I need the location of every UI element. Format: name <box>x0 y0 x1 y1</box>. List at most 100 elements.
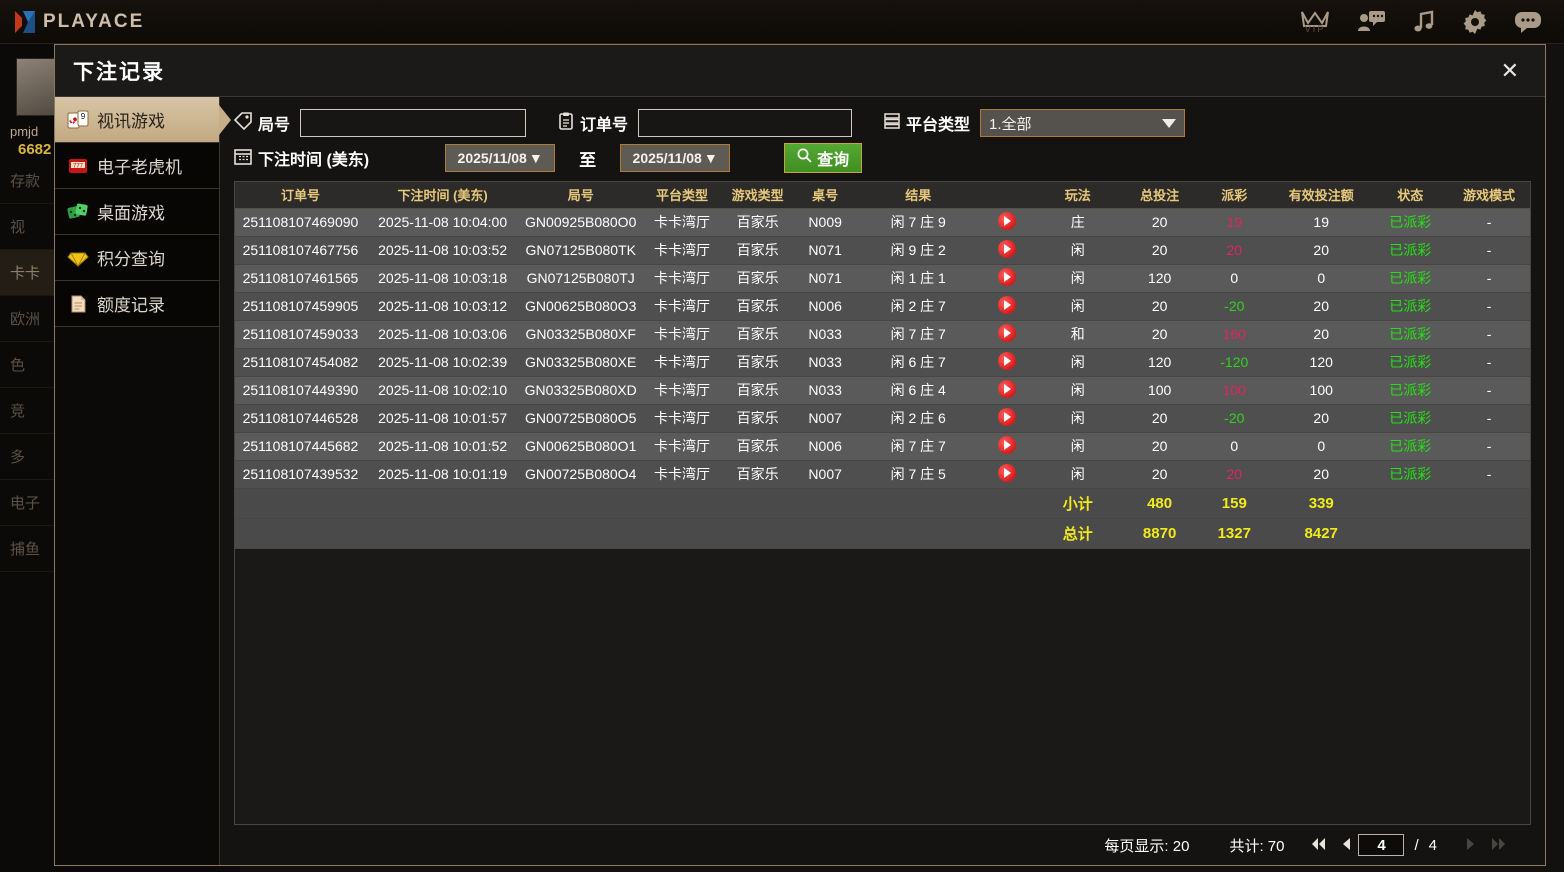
col-game-mode[interactable]: 游戏模式 <box>1448 182 1530 209</box>
game-type-cell: 百家乐 <box>721 264 794 293</box>
col-result[interactable]: 结果 <box>856 182 980 209</box>
prev-page-icon[interactable] <box>1334 837 1358 854</box>
col-payout[interactable]: 派彩 <box>1198 182 1271 209</box>
current-page-input[interactable] <box>1358 834 1405 856</box>
top-bar: PLAYACE VIP <box>0 0 1564 44</box>
result-cell: 闲 7 庄 5 <box>856 460 980 489</box>
date-range-separator: 至 <box>579 150 597 170</box>
table-number-cell: N006 <box>793 292 857 321</box>
table-row[interactable]: 251108107454082 2025-11-08 10:02:39 GN0332… <box>235 348 1530 377</box>
payout-cell: 20 <box>1198 236 1271 265</box>
sidebar-item-points-query[interactable]: 积分查询 <box>55 235 219 281</box>
table-number-cell: N071 <box>793 264 857 293</box>
message-icon[interactable] <box>1514 11 1542 33</box>
sidebar-item-slots[interactable]: 777 电子老虎机 <box>55 143 219 189</box>
table-row[interactable]: 251108107445682 2025-11-08 10:01:52 GN0062… <box>235 432 1530 461</box>
play-replay-icon[interactable] <box>998 295 1017 314</box>
round-number-cell: GN07125B080TK <box>519 236 643 265</box>
date-from-picker[interactable]: 2025/11/08 ▼ <box>445 144 556 172</box>
close-icon[interactable]: ✕ <box>1500 57 1519 83</box>
replay-cell[interactable] <box>979 320 1035 349</box>
replay-cell[interactable] <box>979 376 1035 405</box>
order-number-cell: 251108107461565 <box>235 264 366 293</box>
replay-cell[interactable] <box>979 292 1035 321</box>
table-row[interactable]: 251108107439532 2025-11-08 10:01:19 GN0072… <box>235 460 1530 489</box>
order-number-cell: 251108107445682 <box>235 432 366 461</box>
background-item-label: 欧洲 <box>10 311 41 328</box>
table-row[interactable]: 251108107469090 2025-11-08 10:04:00 GN0092… <box>235 208 1530 237</box>
col-table-number[interactable]: 桌号 <box>793 182 857 209</box>
replay-cell[interactable] <box>979 432 1035 461</box>
play-replay-icon[interactable] <box>998 323 1017 342</box>
replay-cell[interactable] <box>979 236 1035 265</box>
page-title: 下注记录 <box>73 60 165 84</box>
platform-type-select[interactable]: 1.全部 <box>980 109 1186 137</box>
replay-cell[interactable] <box>979 348 1035 377</box>
col-platform-type[interactable]: 平台类型 <box>642 182 722 209</box>
table-number-cell: N033 <box>793 320 857 349</box>
col-total-bet[interactable]: 总投注 <box>1120 182 1199 209</box>
bet-time-cell: 2025-11-08 10:02:39 <box>365 348 520 377</box>
col-status[interactable]: 状态 <box>1372 182 1449 209</box>
payout-cell: 19 <box>1198 208 1271 237</box>
col-play-type[interactable]: 玩法 <box>1034 182 1121 209</box>
table-row[interactable]: 251108107459033 2025-11-08 10:03:06 GN0332… <box>235 320 1530 349</box>
gear-icon[interactable] <box>1462 9 1488 35</box>
table-number-cell: N007 <box>793 460 857 489</box>
play-replay-icon[interactable] <box>998 407 1017 426</box>
first-page-icon[interactable] <box>1304 837 1334 854</box>
play-replay-icon[interactable] <box>998 211 1017 230</box>
music-note-icon[interactable] <box>1412 10 1436 34</box>
play-replay-icon[interactable] <box>998 463 1017 482</box>
play-replay-icon[interactable] <box>998 435 1017 454</box>
valid-bet-cell: 0 <box>1270 264 1373 293</box>
game-type-cell: 百家乐 <box>721 348 794 377</box>
replay-cell[interactable] <box>979 460 1035 489</box>
play-replay-icon[interactable] <box>998 379 1017 398</box>
table-row[interactable]: 251108107446528 2025-11-08 10:01:57 GN0072… <box>235 404 1530 433</box>
table-body: 251108107469090 2025-11-08 10:04:00 GN0092… <box>235 208 1530 549</box>
status-cell: 已派彩 <box>1372 292 1449 321</box>
replay-cell[interactable] <box>979 208 1035 237</box>
replay-cell[interactable] <box>979 264 1035 293</box>
filter-bar: 局号 订单号 <box>233 107 1531 181</box>
last-page-icon[interactable] <box>1483 837 1513 854</box>
vip-crown-icon[interactable]: VIP <box>1300 10 1330 34</box>
sidebar-item-live-games[interactable]: 9 视讯游戏 <box>55 97 231 143</box>
order-number-input[interactable] <box>638 109 853 137</box>
table-row[interactable]: 251108107449390 2025-11-08 10:02:10 GN0332… <box>235 376 1530 405</box>
col-order-number[interactable]: 订单号 <box>235 182 366 209</box>
play-replay-icon[interactable] <box>998 267 1017 286</box>
search-icon <box>797 148 812 168</box>
sidebar-item-table-games[interactable]: 桌面游戏 <box>55 189 219 235</box>
col-valid-bet[interactable]: 有效投注额 <box>1270 182 1373 209</box>
total-bet-cell: 20 <box>1120 432 1199 461</box>
table-row[interactable]: 251108107467756 2025-11-08 10:03:52 GN0712… <box>235 236 1530 265</box>
document-icon <box>67 293 89 315</box>
table-row[interactable]: 251108107461565 2025-11-08 10:03:18 GN0712… <box>235 264 1530 293</box>
order-number-cell: 251108107449390 <box>235 376 366 405</box>
replay-cell[interactable] <box>979 404 1035 433</box>
round-number-input[interactable] <box>300 109 527 137</box>
status-cell: 已派彩 <box>1372 348 1449 377</box>
brand-logo[interactable]: PLAYACE <box>14 10 144 34</box>
col-round-number[interactable]: 局号 <box>519 182 643 209</box>
search-button[interactable]: 查询 <box>784 143 863 173</box>
play-replay-icon[interactable] <box>998 351 1017 370</box>
game-type-cell: 百家乐 <box>721 460 794 489</box>
next-page-icon[interactable] <box>1459 837 1483 854</box>
chat-support-icon[interactable] <box>1356 10 1386 34</box>
brand-name: PLAYACE <box>43 10 145 32</box>
play-type-cell: 闲 <box>1034 460 1121 489</box>
status-cell: 已派彩 <box>1372 236 1449 265</box>
valid-bet-cell: 20 <box>1270 236 1373 265</box>
play-replay-icon[interactable] <box>998 239 1017 258</box>
col-game-type[interactable]: 游戏类型 <box>721 182 794 209</box>
sidebar-item-credit-records[interactable]: 额度记录 <box>55 281 219 327</box>
date-to-picker[interactable]: 2025/11/08 ▼ <box>620 144 731 172</box>
col-bet-time[interactable]: 下注时间 (美东) <box>365 182 520 209</box>
total-bet-cell: 20 <box>1120 460 1199 489</box>
table-row[interactable]: 251108107459905 2025-11-08 10:03:12 GN0062… <box>235 292 1530 321</box>
bet-time-cell: 2025-11-08 10:01:57 <box>365 404 520 433</box>
sidebar-item-label: 视讯游戏 <box>97 112 165 131</box>
